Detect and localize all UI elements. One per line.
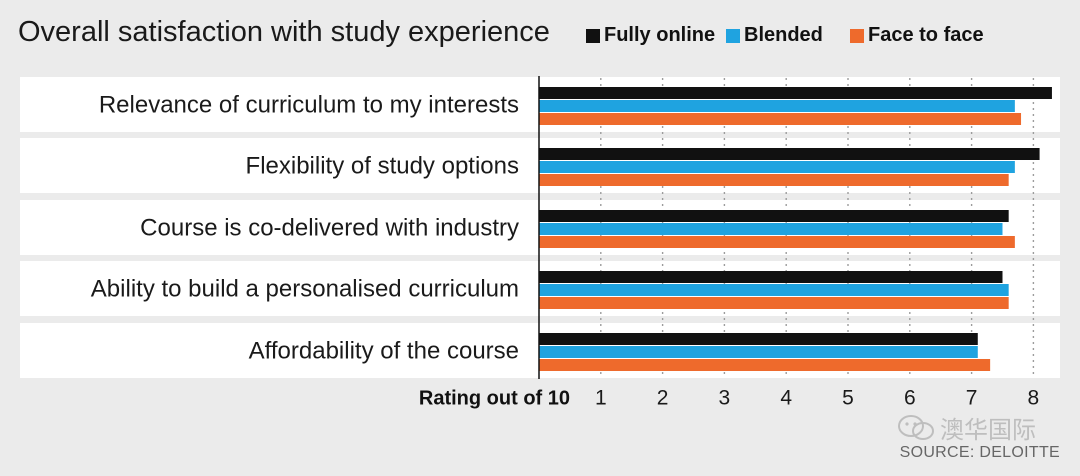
source-note: SOURCE: DELOITTE	[899, 444, 1060, 461]
watermark-text: 澳华国际	[940, 417, 1036, 444]
legend-label: Face to face	[868, 24, 984, 46]
legend-swatch	[726, 28, 740, 43]
x-tick-label: 3	[719, 387, 731, 410]
bar-fully-online	[539, 87, 1052, 99]
category-label: Ability to build a personalised curricul…	[91, 275, 519, 302]
x-tick-label: 7	[966, 387, 978, 410]
wechat-icon	[898, 414, 934, 440]
legend-item: Face to face	[850, 24, 984, 47]
x-tick-label: 1	[595, 387, 607, 410]
legend-item: Blended	[726, 24, 823, 47]
category-label: Course is co-delivered with industry	[140, 214, 519, 241]
bar-fully-online	[539, 271, 1003, 283]
bar-blended	[539, 346, 978, 358]
category-label: Affordability of the course	[249, 337, 519, 364]
legend-swatch	[850, 28, 864, 43]
bar-blended	[539, 161, 1015, 173]
category-label: Flexibility of study options	[246, 152, 519, 179]
legend-label: Blended	[744, 24, 823, 46]
bar-face-to-face	[539, 113, 1022, 125]
bar-blended	[539, 223, 1003, 235]
bar-face-to-face	[539, 236, 1015, 248]
x-tick-label: 4	[780, 387, 792, 410]
x-tick-label: 5	[842, 387, 854, 410]
bar-fully-online	[539, 333, 978, 345]
legend-swatch	[586, 28, 600, 43]
wechat-watermark: 澳华国际	[896, 410, 1036, 445]
bar-fully-online	[539, 148, 1040, 160]
category-label: Relevance of curriculum to my interests	[99, 91, 519, 118]
legend-item: Fully online	[586, 24, 715, 47]
bar-face-to-face	[539, 359, 991, 371]
x-tick-label: 2	[657, 387, 669, 410]
bar-face-to-face	[539, 174, 1009, 186]
bar-blended	[539, 100, 1015, 112]
legend-label: Fully online	[604, 24, 716, 46]
bar-blended	[539, 284, 1009, 296]
bar-face-to-face	[539, 297, 1009, 309]
chart-title: Overall satisfaction with study experien…	[18, 16, 550, 48]
x-axis-label: Rating out of 10	[419, 387, 570, 409]
bar-fully-online	[539, 210, 1009, 222]
x-tick-label: 8	[1028, 387, 1040, 410]
x-tick-label: 6	[904, 387, 916, 410]
